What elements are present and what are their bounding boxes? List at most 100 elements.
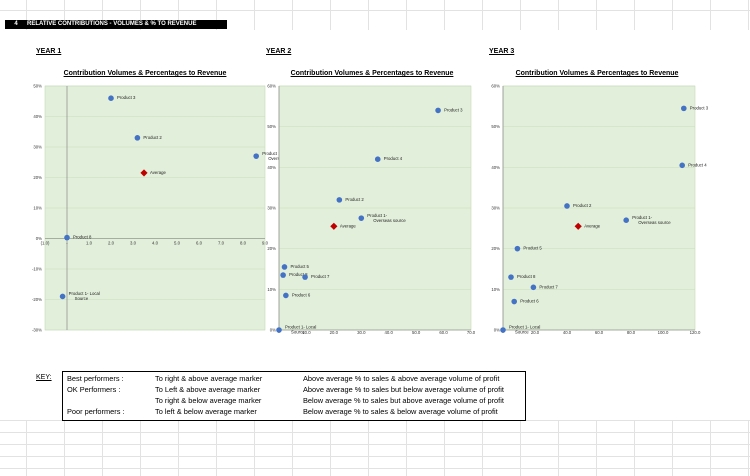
point-label: Product 4 (688, 162, 707, 167)
data-point (564, 203, 570, 209)
point-label: Product 4 (384, 156, 403, 161)
y-tick-label: -30% (32, 328, 42, 333)
section-title: RELATIVE CONTRIBUTIONS - VOLUMES & % TO … (27, 21, 197, 27)
y-tick-label: 0% (36, 236, 42, 241)
key-rule: To left & below average marker (155, 407, 257, 416)
key-meaning: Above average % to sales & above average… (303, 374, 500, 383)
data-point (508, 274, 514, 280)
x-tick-label: 70.0 (467, 330, 476, 335)
data-point (283, 292, 289, 299)
key-table: Best performers : To right & above avera… (62, 371, 526, 421)
y-tick-label: 50% (491, 124, 500, 129)
x-tick-label: 120.0 (690, 330, 701, 335)
chart-year-2: 0%10%20%30%40%50%60%-10.020.030.040.050.… (267, 84, 475, 336)
data-point (530, 284, 537, 291)
point-label: Product 8 (73, 235, 92, 240)
x-tick-label: 20.0 (330, 330, 339, 335)
chart-1-title: Contribution Volumes & Percentages to Re… (63, 70, 227, 77)
year-3-label: YEAR 3 (489, 48, 515, 55)
y-tick-label: 10% (491, 287, 500, 292)
x-tick-label: 100.0 (658, 330, 669, 335)
point-label: Product 2 (143, 135, 162, 140)
point-label: Product 6 (520, 299, 539, 304)
y-tick-label: 20% (491, 246, 500, 251)
data-point (302, 274, 308, 280)
key-row: To right & below average marker Below av… (63, 395, 525, 406)
chart-year-3: 0%10%20%30%40%50%60%-20.040.060.080.0100… (491, 84, 708, 336)
x-tick-label: 30.0 (357, 330, 366, 335)
grid-row-line (0, 456, 750, 457)
section-number: 4 (14, 21, 18, 27)
point-label: Product 3 (117, 95, 136, 100)
data-point (134, 135, 141, 141)
y-tick-label: 40% (491, 165, 500, 170)
x-tick-label: (1.0) (41, 241, 50, 246)
y-tick-label: 50% (33, 84, 42, 89)
y-tick-label: 40% (33, 114, 42, 119)
data-point (358, 215, 365, 221)
y-tick-label: 50% (267, 124, 276, 129)
grid-row-line (0, 444, 750, 445)
x-tick-label: 80.0 (627, 330, 636, 335)
data-point (679, 162, 685, 169)
y-tick-label: 0% (270, 328, 276, 333)
key-meaning: Above average % to sales but below avera… (303, 385, 504, 394)
key-meaning: Below average % to sales & below average… (303, 407, 498, 416)
point-label: Product 7 (539, 284, 558, 289)
data-point (514, 245, 521, 252)
data-point (253, 153, 259, 159)
y-tick-label: 30% (491, 206, 500, 211)
grid-row-line (0, 10, 750, 11)
point-label: Product 2 (573, 203, 592, 208)
key-rule: To right & above average marker (155, 374, 263, 383)
data-point (374, 156, 381, 162)
data-point (681, 105, 687, 112)
point-label: Product 5 (523, 246, 542, 251)
year-1-label: YEAR 1 (36, 48, 62, 55)
data-point (280, 272, 286, 278)
y-tick-label: 60% (267, 84, 276, 89)
x-tick-label: 10.0 (302, 330, 311, 335)
point-label: Product 8 (289, 272, 308, 277)
point-label: Product 2 (345, 197, 364, 202)
y-tick-label: 20% (267, 246, 276, 251)
x-tick-label: 4.0 (152, 241, 159, 246)
key-rule: To right & below average marker (155, 396, 262, 405)
x-tick-label: 6.0 (196, 241, 203, 246)
y-tick-label: -20% (32, 297, 42, 302)
x-tick-label: 9.0 (262, 241, 269, 246)
x-tick-label: 50.0 (412, 330, 421, 335)
key-category: Best performers : (67, 374, 124, 383)
point-label: Average (340, 223, 357, 228)
point-label: Product 3 (444, 107, 463, 112)
point-label: Product 1- Local Source (69, 291, 100, 301)
x-tick-label: - (66, 241, 68, 246)
x-tick-label: 60.0 (439, 330, 448, 335)
x-tick-label: 8.0 (240, 241, 247, 246)
data-point (64, 234, 70, 241)
key-meaning: Below average % to sales but above avera… (303, 396, 504, 405)
average-marker (140, 169, 148, 177)
x-tick-label: 20.0 (531, 330, 540, 335)
data-point (276, 327, 282, 333)
key-row: Poor performers : To left & below averag… (63, 406, 525, 417)
point-label: Product 1-Overseas source (632, 215, 671, 225)
point-label: Product 7 (311, 274, 330, 279)
y-tick-label: 10% (267, 287, 276, 292)
point-label: Average (584, 223, 601, 228)
y-tick-label: 30% (33, 145, 42, 150)
data-point (336, 197, 343, 203)
x-tick-label: 2.0 (108, 241, 115, 246)
point-label: Product 3 (690, 105, 709, 110)
key-label: KEY: (36, 374, 52, 381)
y-tick-label: 20% (33, 175, 42, 180)
point-label: Product 6 (292, 292, 311, 297)
x-tick-label: 5.0 (174, 241, 181, 246)
point-label: Product 8 (517, 274, 536, 279)
key-category: Poor performers : (67, 407, 125, 416)
data-point (59, 293, 66, 300)
point-label: Product 1-Overseas source (367, 213, 406, 223)
y-tick-label: 40% (267, 165, 276, 170)
key-row: OK Performers : To Left & above average … (63, 384, 525, 395)
y-tick-label: 60% (491, 84, 500, 89)
